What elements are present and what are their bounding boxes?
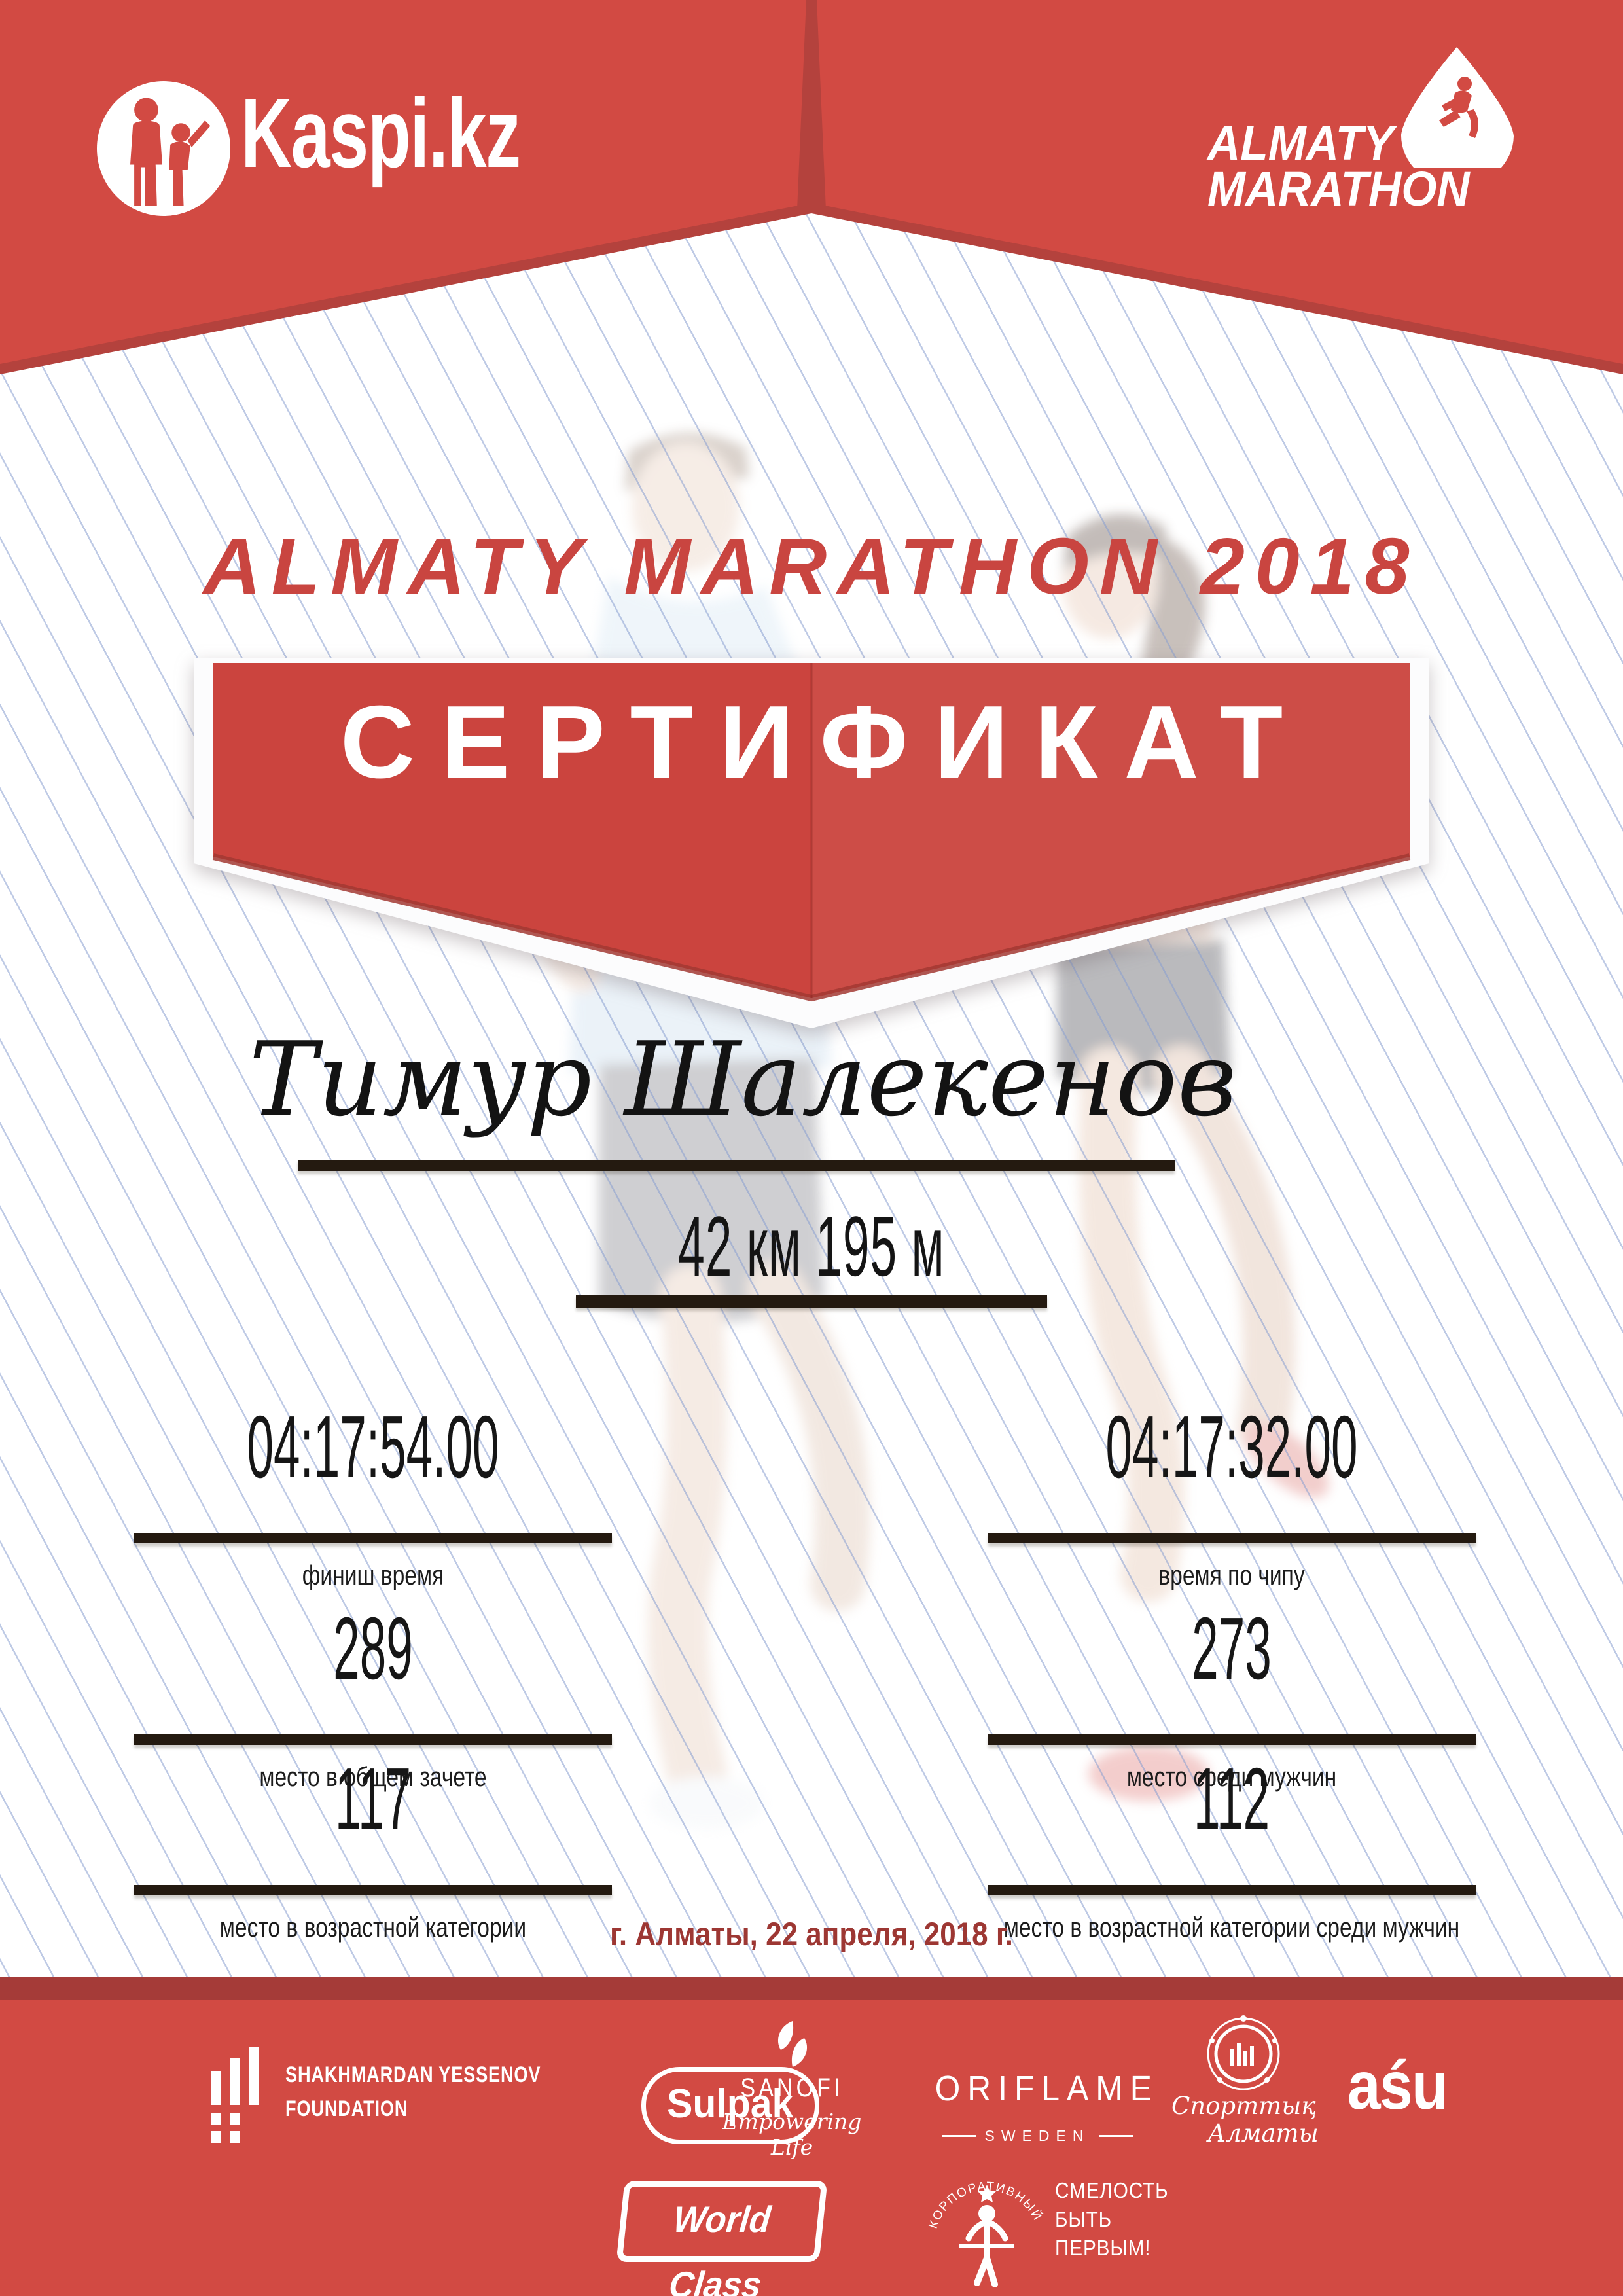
sulpak-logo-text: Sulpak	[667, 2081, 794, 2126]
kaspi-logo-text: Kaspi.kz	[241, 78, 521, 188]
oriflame-dash-left	[941, 2135, 976, 2137]
age-place-value: 117	[334, 1749, 412, 1848]
kaspi-family-icon	[130, 98, 211, 206]
certificate-ribbon	[194, 658, 1429, 1028]
finish-time-rule	[134, 1533, 612, 1543]
overall-place-value: 289	[333, 1599, 413, 1698]
oriflame-logo-text: ORIFLAME	[935, 2069, 1159, 2108]
world-class-logo: World Class	[616, 2181, 828, 2296]
chip-time-value: 04:17:32.00	[1105, 1397, 1358, 1496]
certificate-label: СЕРТИФИКАТ	[340, 685, 1310, 800]
age-men-place-label: место в возрастной категории среди мужчи…	[1003, 1912, 1460, 1943]
banner-center-fold	[797, 0, 826, 209]
sulpak-logo: Sulpak	[641, 2067, 819, 2144]
yessenov-foundation-line2: FOUNDATION	[285, 2096, 408, 2121]
distance-underline	[576, 1295, 1047, 1308]
sanofi-logo-text: SANOFI	[740, 2073, 844, 2102]
chip-time-label: время по чипу	[1158, 1560, 1305, 1590]
almaty-logo-line1: ALMATY	[1207, 116, 1394, 170]
age-men-place-rule	[988, 1885, 1476, 1895]
event-date: г. Алматы, 22 апреля, 2018 г.	[610, 1916, 1013, 1952]
sport-almaty-line1: Спорттық	[1171, 2092, 1316, 2120]
sanofi-icon	[777, 2021, 808, 2067]
overall-place-label: место в общем зачете	[259, 1761, 487, 1792]
charity-fund-emblem: КОРПОРАТИВНЫЙ ФОНД	[921, 2153, 1045, 2287]
fund-motto-line3: ПЕРВЫМ!	[1055, 2236, 1151, 2260]
page-title: ALMATY MARATHON 2018	[203, 522, 1420, 611]
footer-background	[0, 2000, 1623, 2296]
age-place-rule	[134, 1885, 612, 1895]
age-place-label: место в возрастной категории	[219, 1912, 527, 1943]
sport-almaty-emblem	[1207, 2015, 1280, 2090]
chip-time-rule	[988, 1533, 1476, 1543]
yessenov-foundation-icon	[211, 2047, 259, 2143]
oriflame-dash-right	[1099, 2135, 1133, 2137]
overall-place-rule	[134, 1734, 612, 1745]
finish-time-label: финиш время	[302, 1560, 444, 1590]
name-underline	[298, 1160, 1175, 1171]
yessenov-foundation-line1: SHAKHMARDAN YESSENOV	[285, 2062, 541, 2087]
fund-motto-line1: СМЕЛОСТЬ	[1055, 2178, 1169, 2202]
men-place-rule	[988, 1734, 1476, 1745]
distance-value: 42 км 195 м	[678, 1198, 945, 1294]
men-place-value: 273	[1192, 1599, 1272, 1698]
sport-almaty-line2: Алматы	[1207, 2119, 1319, 2147]
footer-accent-bar	[0, 1977, 1623, 2000]
sanofi-tagline: Empowering Life	[722, 2109, 862, 2160]
kaspi-logo-icon	[97, 81, 230, 216]
almaty-logo-line2: MARATHON	[1207, 162, 1470, 216]
oriflame-sweden-text: SWEDEN	[984, 2127, 1090, 2144]
header-banner	[0, 0, 1623, 374]
fund-motto-line2: БЫТЬ	[1055, 2207, 1113, 2231]
asu-logo-text: aśu	[1347, 2048, 1448, 2124]
participant-name: Тимур Шалекенов	[249, 1020, 1237, 1139]
finish-time-value: 04:17:54.00	[247, 1397, 499, 1496]
oriflame-sub: SWEDEN	[926, 2127, 1149, 2145]
men-place-label: место среди мужчин	[1126, 1761, 1337, 1792]
ribbon-red-shape	[213, 663, 1410, 998]
age-men-place-value: 112	[1193, 1749, 1270, 1848]
world-class-logo-text: World Class	[667, 2198, 773, 2296]
almaty-marathon-icon	[1400, 47, 1514, 168]
